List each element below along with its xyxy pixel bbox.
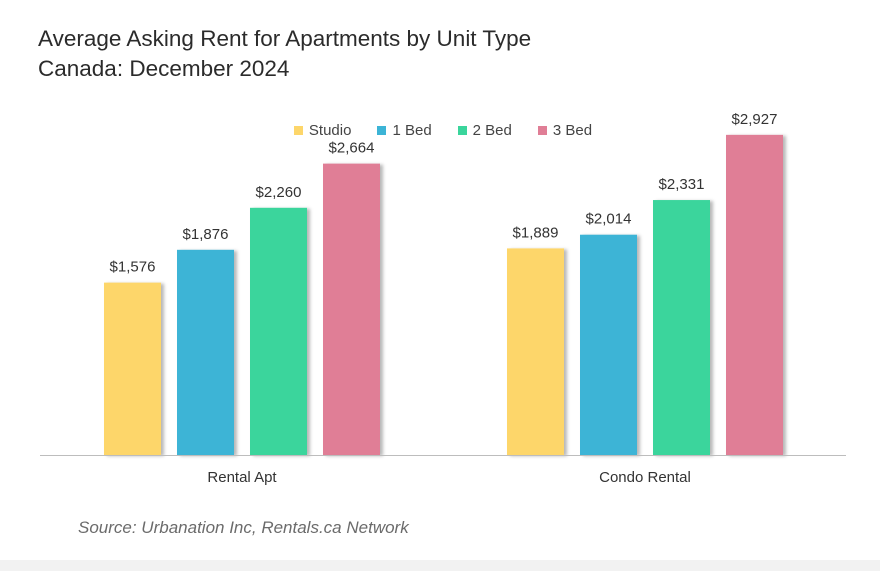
bar-condo-rental-1-bed xyxy=(580,234,637,455)
value-label-rental-apt-3-bed: $2,664 xyxy=(329,140,375,157)
legend-item-studio: Studio xyxy=(293,122,352,139)
value-labels-group: $1,576 $1,876 $2,260 $2,664 $1,889 $2,014 $2,3… xyxy=(110,111,778,276)
value-label-rental-apt-studio: $1,576 xyxy=(110,259,156,276)
legend-item-1-bed: 1 Bed xyxy=(377,122,432,139)
value-label-condo-rental-2-bed: $2,331 xyxy=(659,176,705,193)
legend-label-studio: Studio xyxy=(308,122,352,139)
value-label-condo-rental-studio: $1,889 xyxy=(513,224,559,241)
bar-condo-rental-2-bed xyxy=(653,200,710,455)
legend-item-2-bed: 2 Bed xyxy=(457,122,512,139)
footer-band xyxy=(0,560,880,571)
value-label-rental-apt-2-bed: $2,260 xyxy=(256,184,302,201)
value-label-condo-rental-3-bed: $2,927 xyxy=(732,111,778,128)
legend-label-3-bed: 3 Bed xyxy=(552,122,593,139)
legend-label-1-bed: 1 Bed xyxy=(392,122,432,139)
source-note: Source: Urbanation Inc, Rentals.ca Netwo… xyxy=(78,518,409,537)
legend-swatch-2-bed xyxy=(457,126,467,135)
bar-rental-apt-3-bed xyxy=(323,163,380,455)
legend-swatch-studio xyxy=(293,126,303,135)
bars-group xyxy=(104,134,783,455)
legend-item-3-bed: 3 Bed xyxy=(537,122,593,139)
legend-swatch-1-bed xyxy=(377,126,387,135)
legend-swatch-3-bed xyxy=(537,126,547,135)
bar-rental-apt-studio xyxy=(104,282,161,455)
category-label-condo-rental: Condo Rental xyxy=(599,469,691,486)
chart-title: Average Asking Rent for Apartments by Un… xyxy=(38,26,532,51)
bar-rental-apt-2-bed xyxy=(250,207,307,455)
legend-label-2-bed: 2 Bed xyxy=(472,122,512,139)
legend: Studio 1 Bed 2 Bed 3 Bed xyxy=(0,122,880,139)
category-label-rental-apt: Rental Apt xyxy=(207,469,277,486)
chart-subtitle: Canada: December 2024 xyxy=(38,56,290,81)
value-label-rental-apt-1-bed: $1,876 xyxy=(183,226,229,243)
value-label-condo-rental-1-bed: $2,014 xyxy=(586,211,632,228)
category-labels-group: Rental Apt Condo Rental xyxy=(207,469,690,486)
chart-title-block: Average Asking Rent for Apartments by Un… xyxy=(38,24,531,84)
bar-condo-rental-3-bed xyxy=(726,134,783,455)
bar-condo-rental-studio xyxy=(507,248,564,455)
bar-rental-apt-1-bed xyxy=(177,249,234,455)
